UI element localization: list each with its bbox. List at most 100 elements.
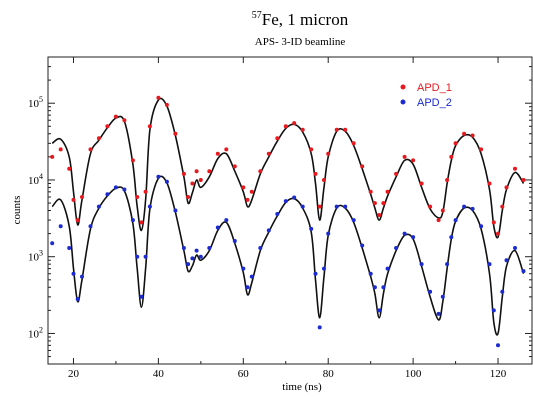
data-point-apd-2 [215,225,220,230]
data-point-apd-2 [402,231,407,236]
data-point-apd-1 [449,154,454,159]
data-point-apd-1 [67,166,72,171]
data-point-apd-1 [470,133,475,138]
x-tick-label: 100 [405,368,422,380]
data-point-apd-1 [147,124,152,129]
data-point-apd-2 [266,228,271,233]
data-point-apd-2 [88,224,93,229]
data-point-apd-1 [194,169,199,174]
y-tick-exponent: 5 [39,95,43,104]
data-point-apd-2 [309,226,314,231]
data-point-apd-2 [207,246,212,250]
legend-marker [400,84,406,90]
x-axis-label: time (ns) [282,381,322,393]
chart-title: 57Fe, 1 micron [252,10,349,29]
data-point-apd-2 [156,174,161,179]
data-point-apd-2 [186,262,191,267]
data-point-apd-2 [440,294,445,299]
data-point-apd-1 [292,121,297,126]
data-point-apd-2 [385,266,390,271]
data-point-apd-1 [381,201,386,206]
data-point-apd-1 [368,189,373,194]
legend: APD_1 APD_2 [400,82,452,109]
data-point-apd-2 [360,243,365,248]
data-point-apd-1 [96,136,101,141]
title-isotope-superscript: 57 [252,10,262,21]
data-point-apd-2 [470,206,475,211]
data-point-apd-2 [500,289,505,294]
data-point-apd-1 [258,169,263,174]
data-point-apd-2 [445,262,450,267]
data-point-apd-1 [190,181,195,186]
data-point-apd-2 [453,218,458,223]
data-point-apd-2 [96,204,101,209]
data-point-apd-2 [173,208,178,213]
data-point-apd-1 [130,158,135,163]
data-point-apd-1 [224,147,229,152]
data-point-apd-1 [343,127,348,132]
data-point-apd-2 [521,269,526,274]
data-point-apd-2 [487,262,492,267]
data-point-apd-1 [173,131,178,136]
x-tick-label: 40 [153,368,165,380]
data-point-apd-2 [275,212,280,216]
data-point-apd-1 [186,195,191,199]
data-point-apd-2 [343,204,348,209]
data-point-apd-1 [360,164,365,169]
data-point-apd-2 [75,297,80,302]
data-point-apd-2 [249,274,254,279]
data-point-apd-2 [113,185,118,190]
x-tick-label: 120 [490,368,507,380]
plot-area-frame [47,56,533,365]
legend-marker [400,99,406,105]
title-main: Fe, 1 micron [262,10,349,29]
y-tick-label: 104 [28,172,43,187]
data-point-apd-1 [491,220,496,225]
data-point-apd-1 [317,204,322,209]
data-point-apd-2 [300,204,305,209]
data-point-apd-2 [436,311,441,316]
chart-header: 57Fe, 1 micron APS- 3-ID beamline [252,10,349,48]
data-point-apd-2 [58,224,63,229]
data-point-apd-2 [130,218,135,223]
data-point-apd-1 [500,204,505,209]
data-point-apd-2 [513,246,517,250]
fit-curves [51,97,525,336]
data-point-apd-1 [71,197,76,202]
data-point-apd-1 [241,185,246,190]
data-point-apd-1 [326,151,331,156]
data-point-apd-1 [300,127,305,132]
data-point-apd-1 [245,197,250,202]
data-point-apd-2 [377,308,382,313]
data-point-apd-2 [496,343,500,348]
y-tick-base: 10 [28,252,40,264]
data-point-apd-2 [147,204,152,209]
chart-subtitle: APS- 3-ID beamline [255,36,346,48]
data-point-apd-1 [50,154,55,159]
data-point-apd-2 [224,218,229,223]
data-point-apd-2 [143,254,148,259]
y-tick-label: 105 [28,95,43,110]
data-point-apd-2 [122,187,127,192]
data-point-apd-2 [381,285,386,290]
x-tick-label: 80 [323,368,335,380]
y-tick-exponent: 2 [39,325,43,334]
x-tick-label: 20 [68,368,80,380]
data-point-apd-1 [135,195,140,199]
data-point-apd-2 [292,195,297,200]
data-point-apd-2 [326,231,331,236]
legend-label: APD_2 [417,97,452,109]
data-point-apd-2 [198,254,203,259]
data-point-apd-2 [462,204,467,209]
data-point-apd-1 [445,178,450,182]
y-tick-exponent: 3 [39,249,43,258]
data-point-apd-2 [351,218,356,223]
data-point-apd-1 [504,185,509,190]
data-point-apd-1 [496,231,500,236]
data-point-apd-1 [139,220,144,225]
y-tick-base: 10 [28,175,40,187]
y-tick-label: 102 [28,325,43,340]
data-point-apd-1 [479,147,484,152]
data-point-apd-1 [88,147,93,152]
